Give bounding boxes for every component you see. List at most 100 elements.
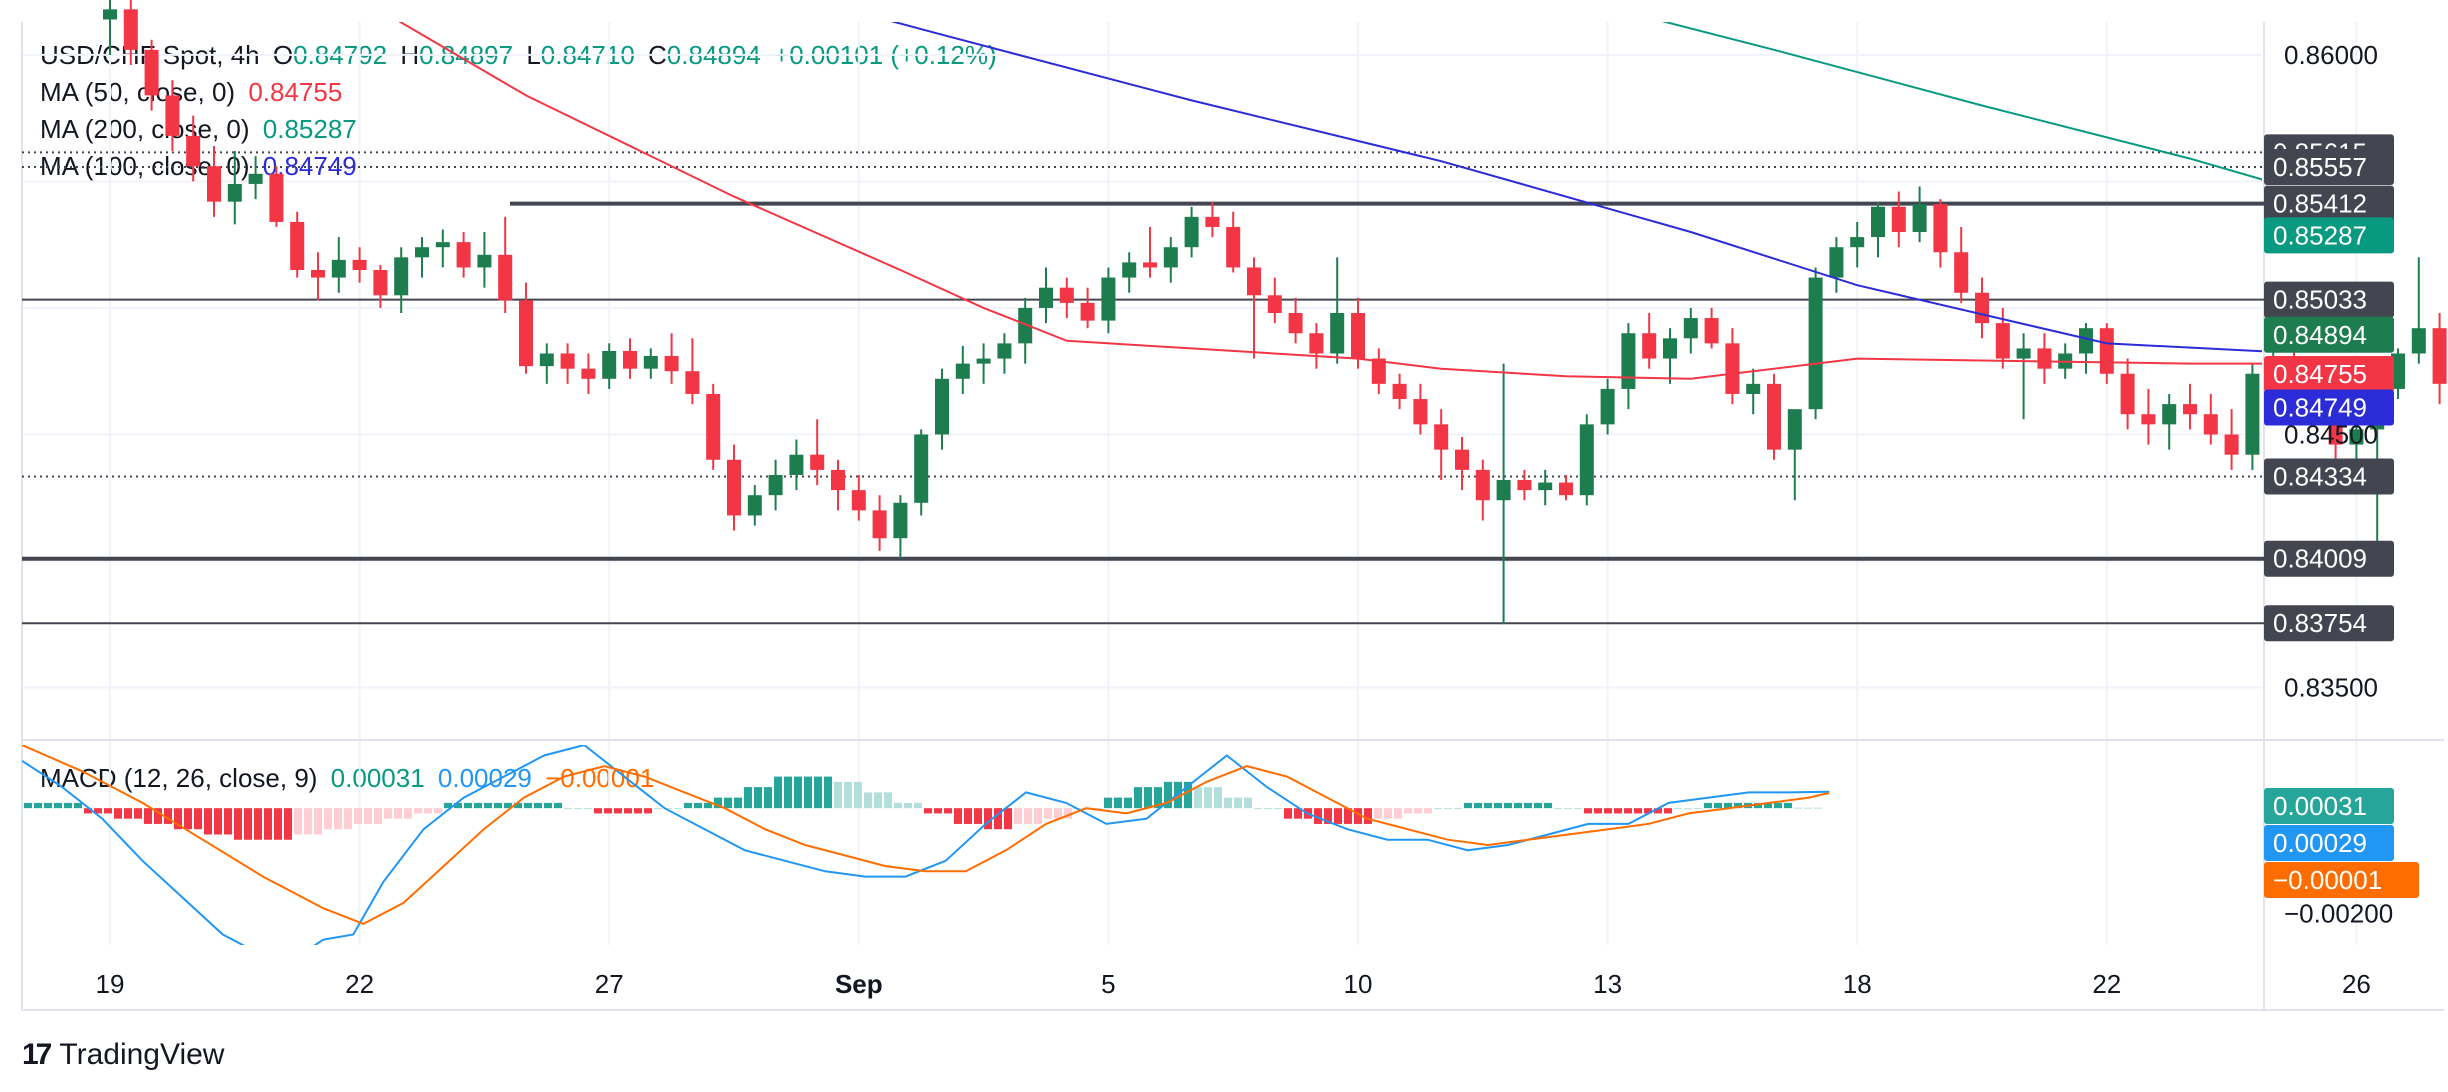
level-price-label-bg	[2264, 605, 2394, 642]
time-tick-label: 5	[1101, 969, 1115, 999]
macd-histogram-bar	[1374, 808, 1382, 819]
candle-body	[1392, 383, 1407, 400]
macd-histogram-bar	[324, 808, 332, 830]
candle-body	[1496, 480, 1511, 501]
macd-histogram-bar	[744, 787, 752, 809]
macd-histogram-bar	[234, 808, 242, 840]
macd-histogram-bar	[1774, 802, 1782, 809]
macd-histogram-bar	[294, 808, 302, 835]
candle-body	[1621, 333, 1636, 389]
macd-histogram-bar	[494, 802, 502, 809]
candle-body	[1912, 204, 1927, 233]
macd-histogram-bar	[1544, 802, 1552, 809]
macd-histogram-bar	[714, 797, 722, 809]
macd-histogram-bar	[1804, 807, 1812, 809]
macd-histogram-bar	[1604, 808, 1612, 814]
tradingview-logo-icon: 17	[22, 1038, 52, 1071]
candle-body	[269, 173, 284, 222]
macd-histogram-bar	[704, 802, 712, 809]
candle-body	[1351, 313, 1365, 359]
candle-body	[2224, 434, 2239, 455]
candle-body	[1455, 449, 1469, 470]
time-tick-label: 18	[1843, 969, 1872, 999]
brand-name: TradingView	[59, 1038, 225, 1071]
macd-value-label: 0.00031	[2273, 791, 2367, 821]
macd-histogram-bar	[1164, 781, 1172, 809]
macd-histogram-bar	[434, 808, 442, 814]
candle-body	[123, 9, 138, 50]
macd-histogram-bar	[1314, 808, 1322, 824]
current-price-label: 0.84894	[2273, 320, 2367, 350]
time-tick-label: 10	[1344, 969, 1373, 999]
candle-body	[1101, 277, 1116, 321]
candle-body	[1663, 338, 1677, 359]
macd-histogram-bar	[814, 776, 822, 809]
macd-histogram-bar	[334, 808, 342, 830]
candle-body	[2037, 348, 2052, 369]
macd-histogram-bar	[1644, 808, 1652, 814]
candle-body	[311, 269, 325, 278]
macd-histogram-bar	[794, 776, 802, 809]
macd-histogram-bar	[694, 802, 702, 809]
candle-body	[1517, 480, 1532, 491]
macd-histogram-bar	[754, 787, 762, 809]
level-price-label-bg	[2264, 185, 2394, 222]
macd-histogram-bar	[1614, 808, 1622, 814]
macd-legend-value: 0.00031	[330, 763, 425, 793]
macd-histogram-bar	[894, 802, 902, 809]
macd-histogram-bar	[1514, 802, 1522, 809]
macd-histogram-bar	[1264, 808, 1272, 810]
candle-body	[415, 247, 429, 258]
candle-body	[623, 350, 637, 369]
current-price-label: 0.84749	[2273, 392, 2367, 422]
current-price-label: 0.84755	[2273, 359, 2367, 389]
macd-histogram-bar	[224, 808, 232, 835]
macd-histogram-bar	[94, 808, 102, 814]
macd-histogram-bar	[394, 808, 402, 819]
macd-histogram-bar	[1004, 808, 1012, 830]
macd-histogram-bar	[504, 802, 512, 809]
level-price-label: 0.84009	[2273, 544, 2367, 574]
candle-body	[810, 454, 825, 470]
macd-histogram-bar	[1034, 808, 1042, 824]
macd-histogram-bar	[1014, 808, 1022, 824]
candle-body	[1309, 333, 1324, 354]
candle-body	[1184, 216, 1199, 248]
candle-body	[207, 166, 221, 202]
macd-histogram-bar	[184, 808, 192, 830]
candle-body	[1434, 424, 1449, 450]
candle-body	[2141, 414, 2156, 425]
candle-body	[1787, 409, 1802, 450]
ma200-label: MA (200, close, 0)	[40, 114, 250, 144]
candle-body	[2162, 404, 2177, 425]
macd-histogram-bar	[314, 808, 322, 835]
candle-body	[1143, 262, 1157, 268]
price-tick-label: 0.86000	[2284, 40, 2378, 70]
macd-histogram-bar	[1114, 797, 1122, 809]
macd-histogram-bar	[1554, 808, 1562, 810]
candle-body	[2016, 348, 2031, 359]
macd-histogram-bar	[904, 802, 912, 809]
candle-body	[477, 254, 492, 268]
candle-body	[1122, 262, 1137, 278]
macd-histogram-bar	[1734, 802, 1742, 809]
ma200-line	[1661, 22, 2262, 181]
candle-body	[227, 183, 242, 202]
candle-body	[1371, 358, 1386, 384]
tradingview-brand[interactable]: 17 TradingView	[22, 1038, 224, 1072]
current-price-label-bg	[2264, 217, 2394, 254]
macd-histogram-bar	[144, 808, 152, 824]
macd-histogram-bar	[1504, 802, 1512, 809]
candle-body	[1891, 206, 1906, 233]
candle-body	[144, 49, 159, 96]
macd-line	[22, 745, 1830, 945]
candle-body	[1475, 469, 1490, 501]
macd-histogram-bar	[54, 802, 62, 809]
candle-body	[1933, 204, 1948, 253]
macd-histogram-bar	[684, 802, 692, 809]
candle-body	[1704, 318, 1719, 344]
candle-body	[103, 9, 117, 20]
candle-body	[1538, 482, 1553, 491]
hist-value-label-bg	[2264, 862, 2419, 898]
